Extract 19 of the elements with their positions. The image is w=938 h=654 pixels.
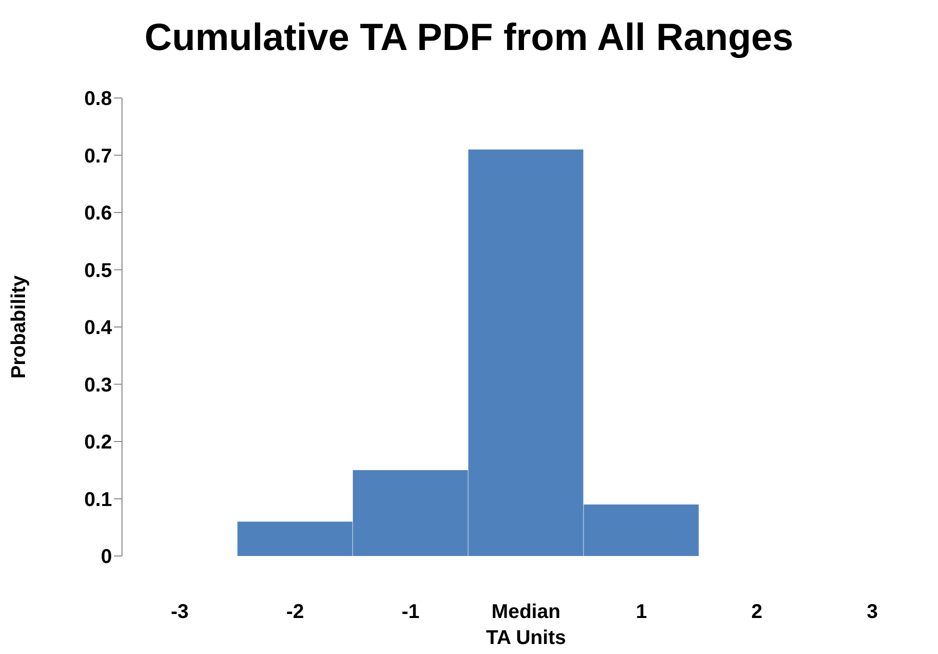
x-tick-label: Median bbox=[492, 601, 560, 624]
x-tick-label: -3 bbox=[170, 601, 189, 624]
y-tick-label: 0.1 bbox=[84, 488, 112, 511]
y-tick-label: 0.3 bbox=[84, 374, 112, 396]
y-tick-label: 0.7 bbox=[84, 145, 112, 168]
x-tick-label: 3 bbox=[866, 601, 878, 624]
y-tick-label: 0 bbox=[100, 546, 112, 568]
y-axis-title: Probability bbox=[8, 274, 30, 379]
chart-title: Cumulative TA PDF from All Ranges bbox=[144, 16, 794, 61]
x-axis-title: TA Units bbox=[486, 627, 566, 649]
y-tick-label: 0.5 bbox=[84, 260, 112, 282]
x-tick-label: -2 bbox=[286, 601, 304, 624]
y-tick-label: 0.2 bbox=[84, 432, 112, 454]
x-tick-label: 2 bbox=[751, 601, 762, 624]
y-tick-label: 0.6 bbox=[84, 202, 112, 225]
x-tick-label: 1 bbox=[636, 601, 647, 624]
x-tick-label: -1 bbox=[402, 601, 420, 624]
y-tick-label: 0.4 bbox=[84, 317, 113, 340]
y-tick-label: 0.8 bbox=[84, 88, 112, 110]
